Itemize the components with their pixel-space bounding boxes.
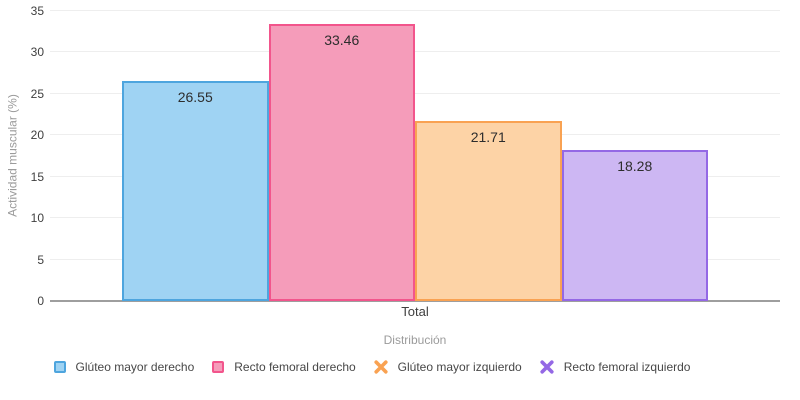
bar-value-label: 18.28 [617, 157, 653, 174]
bar-value-label: 33.46 [324, 31, 360, 48]
bar-gluteo-mayor-izquierdo: 21.71 [415, 121, 562, 301]
gridline-y-35 [50, 10, 780, 11]
y-tick-label-15: 15 [30, 169, 44, 184]
legend-item-label: Recto femoral derecho [234, 360, 356, 374]
legend-marker-cross-icon [374, 360, 388, 374]
plot-area: 26.55 33.46 21.71 18.28 [50, 10, 780, 302]
legend: Glúteo mayor derecho Recto femoral derech… [0, 360, 772, 374]
legend-item-label: Recto femoral izquierdo [563, 360, 691, 374]
legend-item-recto-femoral-izquierdo[interactable]: Recto femoral izquierdo [540, 360, 691, 374]
legend-marker-cross-icon [540, 360, 554, 374]
legend-item-label: Glúteo mayor derecho [75, 360, 195, 374]
legend-marker-square-icon [212, 361, 225, 373]
legend-marker-square-icon [53, 361, 66, 373]
x-tick-label-total: Total [401, 304, 429, 319]
legend-item-gluteo-mayor-derecho[interactable]: Glúteo mayor derecho [53, 360, 195, 374]
bar-gluteo-mayor-derecho: 26.55 [122, 81, 269, 301]
bar-recto-femoral-derecho: 33.46 [268, 23, 415, 301]
legend-item-gluteo-mayor-izquierdo[interactable]: Glúteo mayor izquierdo [374, 360, 522, 374]
gridline-y-30 [50, 51, 780, 53]
x-axis-line [50, 300, 780, 302]
bar-value-label: 26.55 [177, 89, 213, 105]
legend-item-label: Glúteo mayor izquierdo [397, 360, 522, 374]
y-tick-label-35: 35 [30, 4, 44, 18]
gridline-y-25 [50, 92, 780, 94]
y-tick-label-25: 25 [30, 86, 44, 101]
bar-value-label: 21.71 [470, 129, 506, 146]
y-tick-label-0: 0 [37, 294, 44, 308]
y-tick-label-10: 10 [30, 211, 44, 226]
y-tick-label-5: 5 [37, 252, 44, 267]
y-tick-label-20: 20 [30, 128, 44, 143]
x-axis-title: Distribución [383, 333, 447, 347]
legend-item-recto-femoral-derecho[interactable]: Recto femoral derecho [212, 360, 356, 374]
y-tick-label-30: 30 [30, 45, 44, 60]
bar-recto-femoral-izquierdo: 18.28 [561, 149, 708, 301]
